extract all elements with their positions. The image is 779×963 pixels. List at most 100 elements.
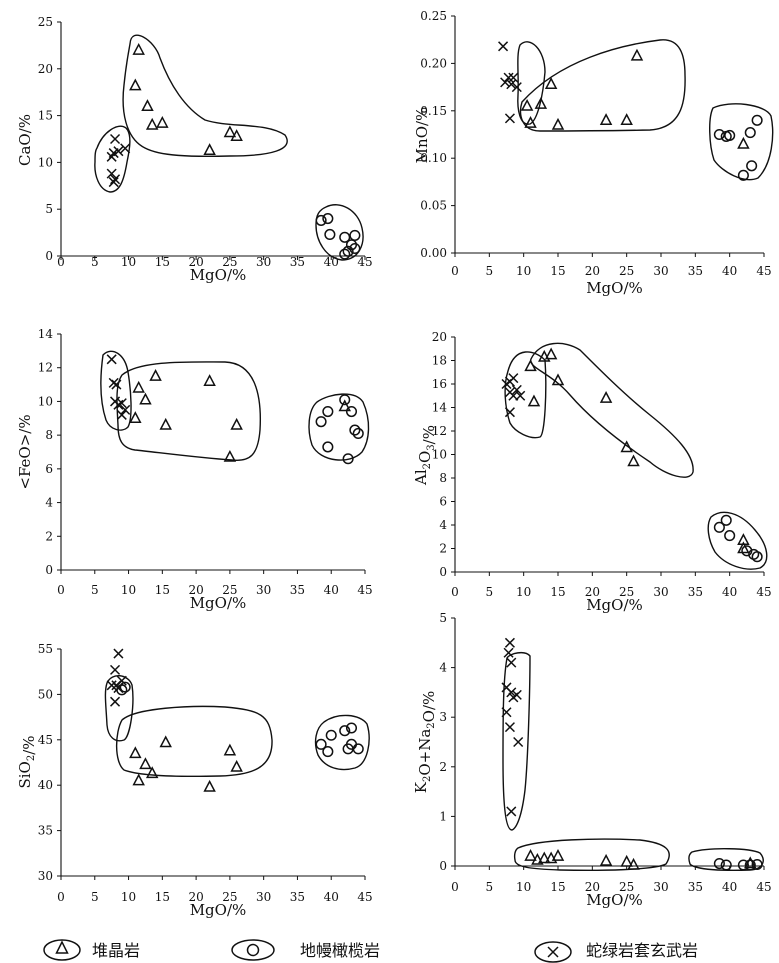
point-triangle bbox=[139, 757, 152, 770]
y-tick-label: 0 bbox=[439, 565, 447, 579]
x-tick-label: 10 bbox=[121, 255, 136, 269]
y-axis-label: SiO2/% bbox=[16, 735, 38, 788]
point-cross bbox=[501, 707, 512, 718]
field-outline-cross bbox=[502, 651, 531, 831]
y-tick-label: 4 bbox=[439, 661, 447, 675]
legend-label-triangle: 堆晶岩 bbox=[92, 941, 140, 960]
point-triangle bbox=[141, 99, 154, 111]
x-tick-label: 25 bbox=[222, 255, 237, 269]
point-triangle bbox=[627, 857, 640, 870]
point-cross bbox=[513, 736, 524, 748]
x-tick-label: 30 bbox=[256, 890, 271, 904]
y-tick-label: 15 bbox=[38, 109, 53, 123]
x-axis-label: MgO/% bbox=[586, 891, 643, 909]
point-triangle bbox=[132, 42, 145, 55]
point-circle bbox=[339, 231, 351, 243]
x-tick-label: 20 bbox=[585, 585, 600, 599]
y-tick-label: 0 bbox=[45, 249, 53, 263]
x-tick-label: 15 bbox=[550, 585, 565, 599]
panel-sio2: 0 5 10 15 20 25 30 35 40 45 30 35 40 45 50 55 MgO/% SiO2/… bbox=[16, 642, 373, 919]
point-triangle bbox=[524, 116, 537, 128]
x-tick-label: 35 bbox=[290, 583, 305, 597]
point-circle bbox=[746, 160, 758, 172]
point-cross bbox=[113, 399, 124, 410]
point-triangle bbox=[149, 369, 162, 381]
point-triangle bbox=[538, 851, 551, 864]
y-tick-label: 16 bbox=[432, 377, 447, 391]
point-triangle bbox=[203, 779, 216, 792]
x-tick-label: 25 bbox=[619, 585, 634, 599]
x-tick-label: 40 bbox=[722, 585, 737, 599]
x-tick-label: 30 bbox=[653, 264, 668, 278]
point-circle bbox=[342, 453, 354, 465]
point-circle bbox=[744, 859, 756, 871]
point-triangle bbox=[620, 440, 633, 453]
x-tick-label: 20 bbox=[585, 264, 600, 278]
point-triangle bbox=[544, 347, 558, 360]
y-axis-label: K2O+Na2O/% bbox=[412, 691, 438, 794]
x-axis-label: MgO/% bbox=[586, 279, 643, 297]
field-outline-cross bbox=[100, 350, 132, 431]
x-tick-label: 10 bbox=[516, 585, 531, 599]
point-circle bbox=[720, 514, 732, 526]
x-axis-label: MgO/% bbox=[190, 266, 247, 284]
y-tick-label: 5 bbox=[439, 611, 447, 625]
y-tick-label: 0 bbox=[439, 859, 447, 873]
point-circle bbox=[352, 427, 364, 440]
point-triangle bbox=[338, 399, 351, 412]
y-tick-label: 45 bbox=[38, 733, 53, 747]
point-circle bbox=[342, 245, 354, 257]
point-cross bbox=[116, 675, 127, 686]
x-tick-label: 35 bbox=[688, 880, 703, 894]
point-circle bbox=[345, 405, 358, 418]
field-outline-circle bbox=[315, 204, 364, 261]
field-outline-cross bbox=[504, 351, 547, 439]
point-triangle bbox=[223, 449, 237, 462]
x-tick-label: 20 bbox=[188, 583, 203, 597]
y-axis-label: CaO/% bbox=[16, 114, 34, 166]
field-outline-circle bbox=[314, 714, 370, 771]
point-triangle bbox=[599, 390, 613, 403]
y-tick-label: 4 bbox=[45, 496, 53, 510]
point-cross bbox=[110, 133, 121, 145]
legend-cross-symbol bbox=[547, 946, 559, 958]
legend-triangle-frame bbox=[43, 939, 81, 961]
legend-cross-frame bbox=[534, 941, 572, 963]
x-tick-label: 40 bbox=[722, 264, 737, 278]
x-tick-label: 10 bbox=[516, 264, 531, 278]
point-triangle bbox=[203, 374, 216, 386]
x-tick-label: 0 bbox=[57, 583, 65, 597]
x-tick-label: 15 bbox=[155, 890, 170, 904]
y-tick-label: 14 bbox=[38, 327, 54, 341]
point-circle bbox=[322, 213, 334, 225]
point-triangle bbox=[203, 143, 216, 155]
point-circle bbox=[345, 722, 358, 734]
point-cross bbox=[500, 77, 511, 88]
point-triangle bbox=[620, 854, 633, 867]
point-triangle bbox=[159, 417, 172, 430]
point-triangle bbox=[223, 125, 237, 138]
x-tick-label: 0 bbox=[451, 880, 459, 894]
x-tick-label: 20 bbox=[585, 880, 600, 894]
x-tick-label: 35 bbox=[290, 255, 305, 269]
point-cross bbox=[110, 174, 121, 185]
field-outline-circle bbox=[709, 103, 774, 181]
point-triangle bbox=[223, 743, 237, 756]
point-triangle bbox=[620, 113, 633, 126]
point-cross bbox=[506, 806, 517, 817]
point-triangle bbox=[551, 373, 565, 386]
x-tick-label: 15 bbox=[550, 880, 565, 894]
x-tick-label: 5 bbox=[486, 880, 494, 894]
point-cross bbox=[508, 373, 519, 384]
y-tick-label: 8 bbox=[439, 471, 447, 485]
y-tick-label: 1 bbox=[439, 809, 447, 823]
point-circle bbox=[339, 725, 351, 737]
point-cross bbox=[110, 696, 121, 707]
legend-label-cross: 蛇绿岩套玄武岩 bbox=[586, 941, 698, 960]
legend: 堆晶岩 地幔橄榄岩 蛇绿岩套玄武岩 bbox=[43, 939, 698, 963]
x-tick-label: 30 bbox=[256, 255, 271, 269]
axes bbox=[454, 16, 764, 254]
y-tick-label: 6 bbox=[45, 462, 53, 476]
point-triangle bbox=[531, 852, 544, 865]
field-outline-triangle bbox=[122, 34, 288, 158]
